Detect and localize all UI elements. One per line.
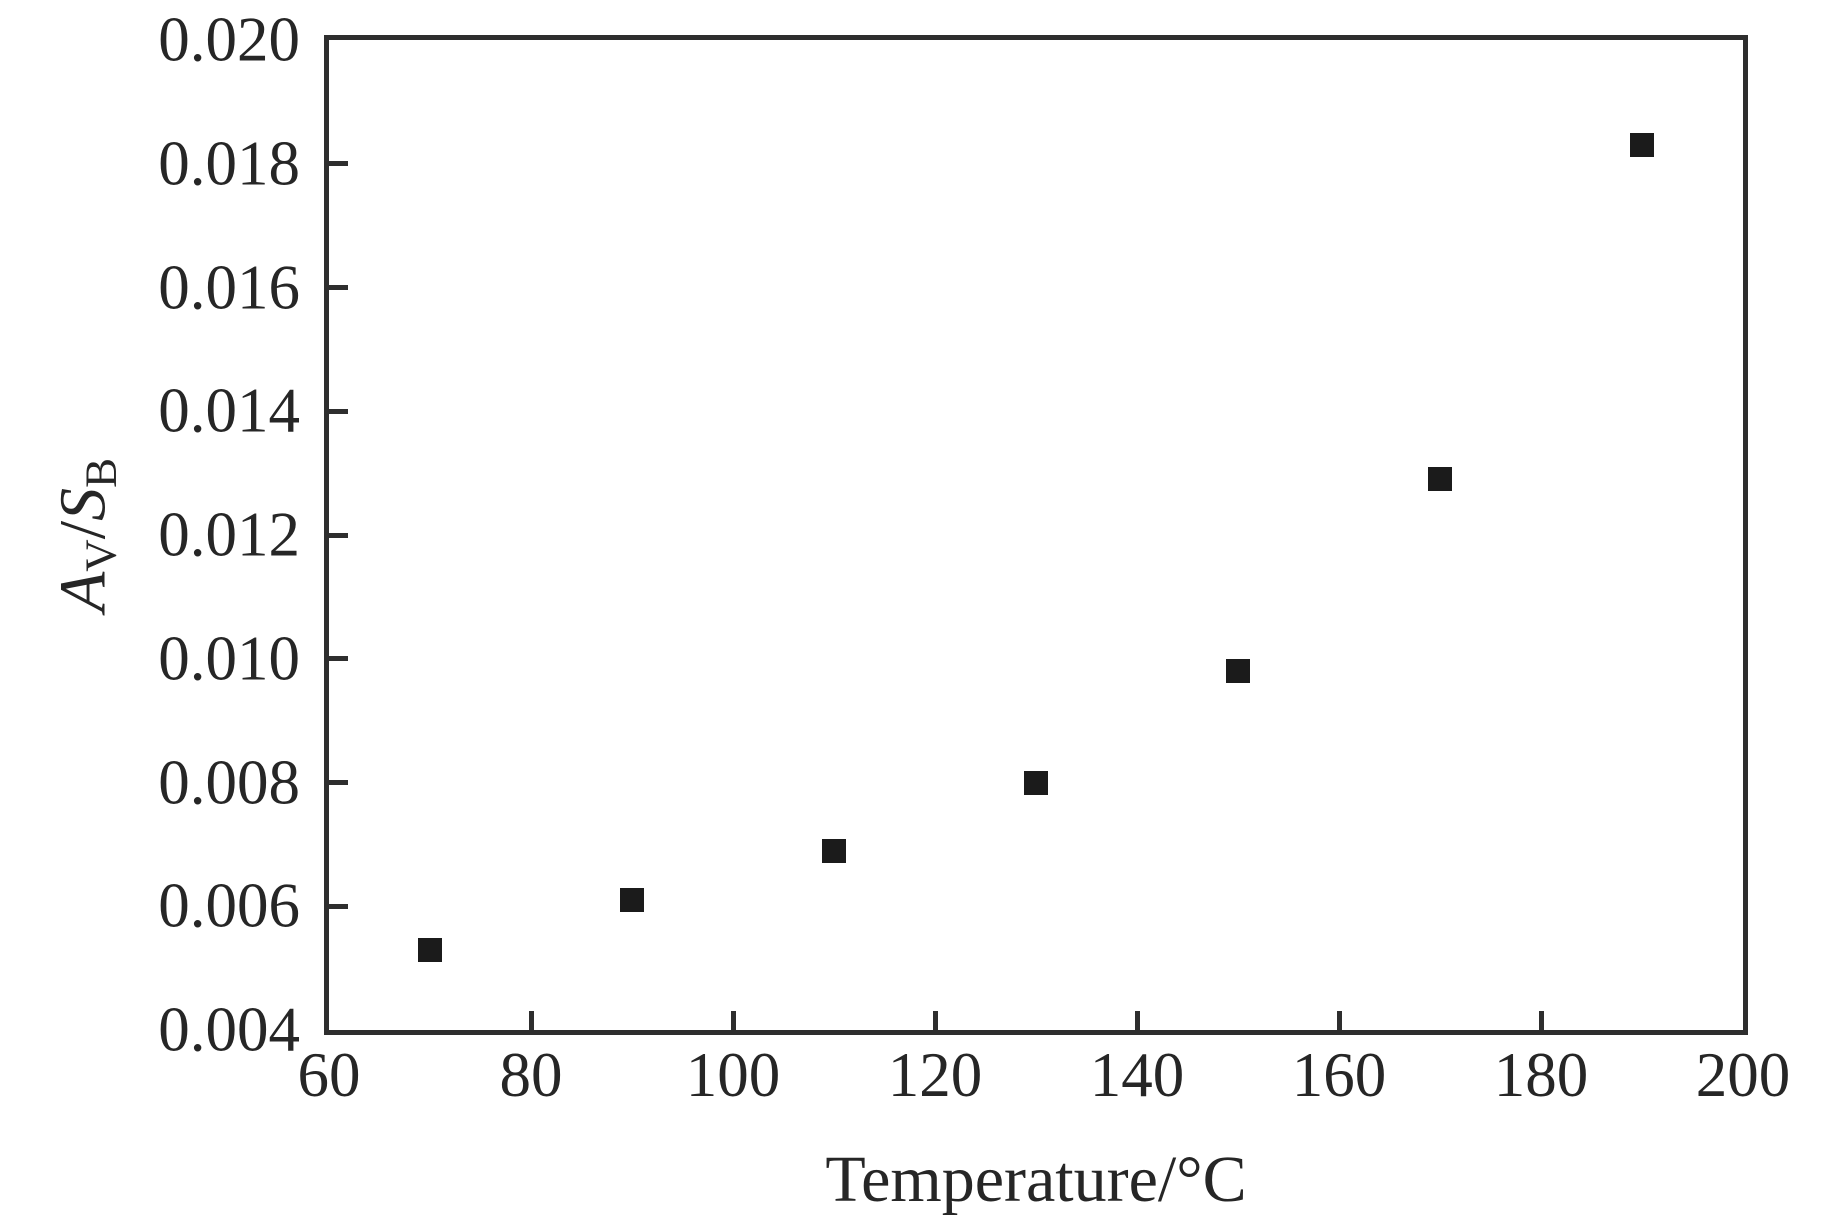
y-tick-label: 0.006	[158, 870, 300, 941]
plot-area: 60 80 100 120 140 160 180 200 0.004 0.006 0.008 0.0…	[158, 8, 1790, 1107]
data-point-marker	[418, 937, 442, 962]
x-tick-mark	[1134, 1011, 1140, 1030]
y-axis-title-part: S	[46, 487, 120, 521]
y-tick-label: 0.020	[158, 4, 300, 75]
x-tick-mark	[528, 1011, 534, 1030]
y-tick-label: 0.012	[158, 499, 300, 570]
y-tick-label: 0.008	[158, 747, 300, 817]
data-point-marker	[1428, 467, 1452, 492]
y-tick-mark	[329, 532, 348, 538]
data-point-marker	[1226, 659, 1250, 684]
y-tick-label: 0.016	[158, 252, 300, 322]
y-axis-title-part: /	[46, 520, 120, 540]
x-tick-label: 120	[887, 1040, 983, 1110]
data-point-marker	[822, 838, 846, 863]
data-point-marker	[620, 888, 644, 913]
y-axis-title: AV/SB	[46, 457, 126, 612]
x-tick-label: 200	[1695, 1040, 1791, 1110]
x-tick-mark	[1336, 1011, 1342, 1030]
data-point-marker	[1024, 770, 1048, 795]
y-tick-mark	[329, 285, 348, 290]
y-tick-label: 0.014	[158, 375, 300, 446]
y-tick-label: 0.018	[158, 128, 300, 199]
y-tick-mark	[329, 903, 348, 909]
y-axis-title-part: A	[46, 571, 120, 613]
x-tick-label: 60	[297, 1040, 361, 1110]
x-tick-label: 100	[685, 1040, 781, 1110]
x-tick-label: 180	[1493, 1040, 1589, 1110]
data-point-marker	[1630, 133, 1654, 158]
x-axis-title: Temperature/°C	[825, 1143, 1247, 1216]
y-tick-label: 0.004	[158, 994, 300, 1065]
y-tick-mark	[329, 161, 348, 167]
x-tick-label: 80	[499, 1040, 563, 1110]
x-tick-label: 160	[1291, 1040, 1387, 1110]
x-tick-mark	[932, 1011, 938, 1030]
y-tick-mark	[329, 408, 348, 414]
y-tick-mark	[329, 656, 348, 662]
x-tick-label: 140	[1089, 1040, 1185, 1110]
y-tick-label: 0.010	[158, 623, 300, 694]
y-tick-mark	[329, 780, 348, 785]
x-tick-mark	[1538, 1011, 1544, 1030]
y-axis-title-part: B	[75, 457, 126, 488]
y-axis-title-part: V	[75, 539, 126, 572]
x-tick-mark	[730, 1011, 736, 1030]
